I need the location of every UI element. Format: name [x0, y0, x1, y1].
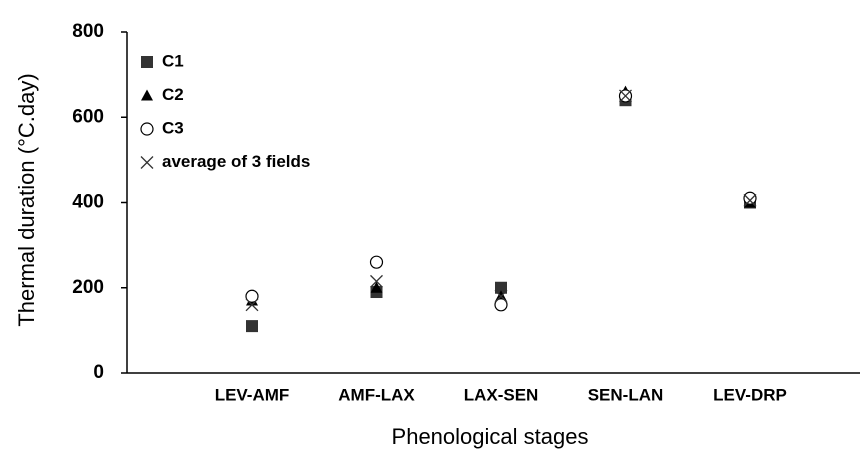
marker-x — [370, 274, 383, 288]
marker-circle — [245, 289, 259, 303]
marker-circle — [743, 191, 757, 205]
y-tick-label: 0 — [93, 362, 104, 383]
y-axis-title: Thermal duration (°C.day) — [14, 73, 39, 326]
x-tick-label: LAX-SEN — [464, 385, 539, 404]
marker-triangle — [370, 281, 383, 293]
legend-marker — [140, 122, 154, 136]
legend-label: average of 3 fields — [162, 152, 310, 171]
legend-label: C3 — [162, 118, 184, 137]
x-tick-label: SEN-LAN — [588, 385, 664, 404]
y-tick-label: 800 — [72, 21, 104, 42]
y-tick-label: 400 — [72, 192, 104, 213]
legend-label: C1 — [162, 51, 184, 70]
marker-square — [495, 281, 507, 294]
marker-x — [743, 193, 757, 207]
marker-x — [245, 298, 259, 312]
y-tick-label: 600 — [72, 106, 104, 127]
marker-x — [619, 89, 632, 103]
legend-marker — [141, 56, 153, 68]
marker-square — [246, 320, 258, 333]
legend-marker — [141, 89, 153, 101]
marker-circle — [369, 255, 384, 269]
x-tick-label: LEV-DRP — [713, 385, 787, 404]
marker-circle — [494, 298, 508, 312]
marker-x — [494, 289, 508, 303]
y-tick-label: 200 — [72, 277, 104, 298]
x-tick-label: LEV-AMF — [215, 385, 290, 404]
legend-marker — [140, 156, 154, 169]
x-axis-title: Phenological stages — [392, 424, 589, 449]
x-tick-label: AMF-LAX — [338, 385, 415, 404]
legend-label: C2 — [162, 85, 184, 104]
